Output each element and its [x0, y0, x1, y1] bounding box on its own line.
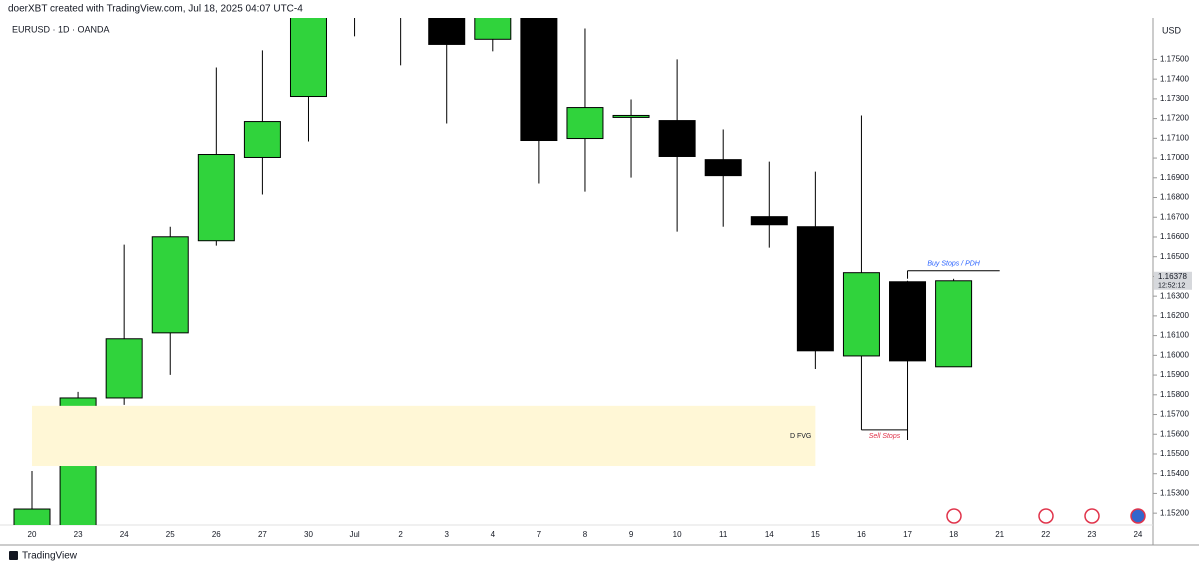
- candle-body: [13, 508, 51, 525]
- candle-body: [428, 18, 466, 45]
- y-tick-label: 1.15600: [1160, 429, 1189, 438]
- x-tick-label: 11: [719, 530, 728, 539]
- y-tick-label: 1.15400: [1160, 469, 1189, 478]
- y-tick-label: 1.15300: [1160, 489, 1189, 498]
- x-tick-label: 14: [765, 530, 774, 539]
- y-tick-label: 1.16900: [1160, 173, 1189, 182]
- candle-body: [243, 121, 281, 158]
- candle-body: [704, 159, 742, 177]
- x-tick-label: 4: [491, 530, 496, 539]
- y-tick-label: 1.16300: [1160, 291, 1189, 300]
- x-tick-label: 24: [120, 530, 129, 539]
- symbol: EURUSD · 1D · OANDA: [12, 24, 110, 34]
- y-tick-label: 1.16000: [1160, 350, 1189, 359]
- candle-body: [474, 18, 512, 40]
- y-tick-label: 1.17000: [1160, 153, 1189, 162]
- countdown-label: 12:52:12: [1158, 283, 1185, 290]
- x-tick-label: 23: [74, 530, 83, 539]
- last-price-tag: [1154, 271, 1192, 290]
- x-tick-label: Jul: [349, 530, 359, 539]
- x-tick-label: 16: [857, 530, 866, 539]
- candle-body: [796, 226, 834, 352]
- candle-body: [383, 0, 419, 8]
- fvg-label: D FVG: [790, 433, 811, 440]
- candle-body: [750, 216, 788, 226]
- last-price-label: 1.16378: [1158, 272, 1187, 281]
- y-tick-label: 1.17200: [1160, 114, 1189, 123]
- x-tick-label: 23: [1087, 530, 1096, 539]
- candle-body: [105, 338, 143, 399]
- y-tick-label: 1.17400: [1160, 74, 1189, 83]
- candle-body: [566, 107, 604, 140]
- y-tick-label: 1.16500: [1160, 252, 1189, 261]
- candle-body: [289, 18, 327, 98]
- x-tick-label: 20: [28, 530, 37, 539]
- x-tick-label: 25: [166, 530, 175, 539]
- x-tick-label: 7: [537, 530, 542, 539]
- event-icons: [946, 508, 1146, 524]
- sell-level-label: Sell Stops: [869, 433, 901, 440]
- candle-body: [151, 236, 189, 334]
- y-tick-label: 1.15800: [1160, 390, 1189, 399]
- y-tick-label: 1.15900: [1160, 370, 1189, 379]
- footer-logo: TradingView: [9, 551, 78, 562]
- y-tick-label: 1.15200: [1160, 508, 1189, 517]
- y-tick-label: 1.16800: [1160, 193, 1189, 202]
- x-tick-label: 3: [444, 530, 449, 539]
- candle-body: [197, 154, 235, 242]
- x-tick-label: 17: [903, 530, 912, 539]
- y-tick-label: 1.16700: [1160, 212, 1189, 221]
- x-tick-label: 27: [258, 530, 267, 539]
- x-tick-label: 26: [212, 530, 221, 539]
- credit: doerXBT created with TradingView.com, Ju…: [8, 4, 303, 15]
- x-tick-label: 21: [995, 530, 1004, 539]
- plot: [13, 0, 973, 525]
- y-tick-label: 1.17300: [1160, 94, 1189, 103]
- y-tick-label: 1.17100: [1160, 133, 1189, 142]
- fvg-zone: [32, 405, 816, 467]
- y-tick-label: 1.15500: [1160, 449, 1189, 458]
- candle-body: [337, 0, 373, 4]
- x-tick-label: 24: [1133, 530, 1142, 539]
- y-tick-label: 1.15700: [1160, 410, 1189, 419]
- x-tick-label: 8: [583, 530, 588, 539]
- currency: USD: [1162, 25, 1182, 35]
- x-tick-label: 15: [811, 530, 820, 539]
- x-tick-label: 18: [949, 530, 958, 539]
- candle-body: [612, 114, 650, 118]
- candle-body: [889, 281, 927, 362]
- x-tick-label: 10: [673, 530, 682, 539]
- x-tick-label: 9: [629, 530, 634, 539]
- y-tick-label: 1.17500: [1160, 55, 1189, 64]
- y-tick-label: 1.16600: [1160, 232, 1189, 241]
- candle-body: [520, 18, 558, 142]
- buy-level-label: Buy Stops / PDH: [927, 261, 980, 268]
- candle-body: [842, 272, 880, 357]
- x-tick-label: 22: [1041, 530, 1050, 539]
- x-tick-label: 30: [304, 530, 313, 539]
- candle-body: [658, 120, 696, 157]
- footer: TradingView: [22, 551, 78, 562]
- x-tick-label: 2: [398, 530, 403, 539]
- y-tick-label: 1.16200: [1160, 311, 1189, 320]
- y-tick-label: 1.16100: [1160, 331, 1189, 340]
- candle-body: [935, 280, 973, 368]
